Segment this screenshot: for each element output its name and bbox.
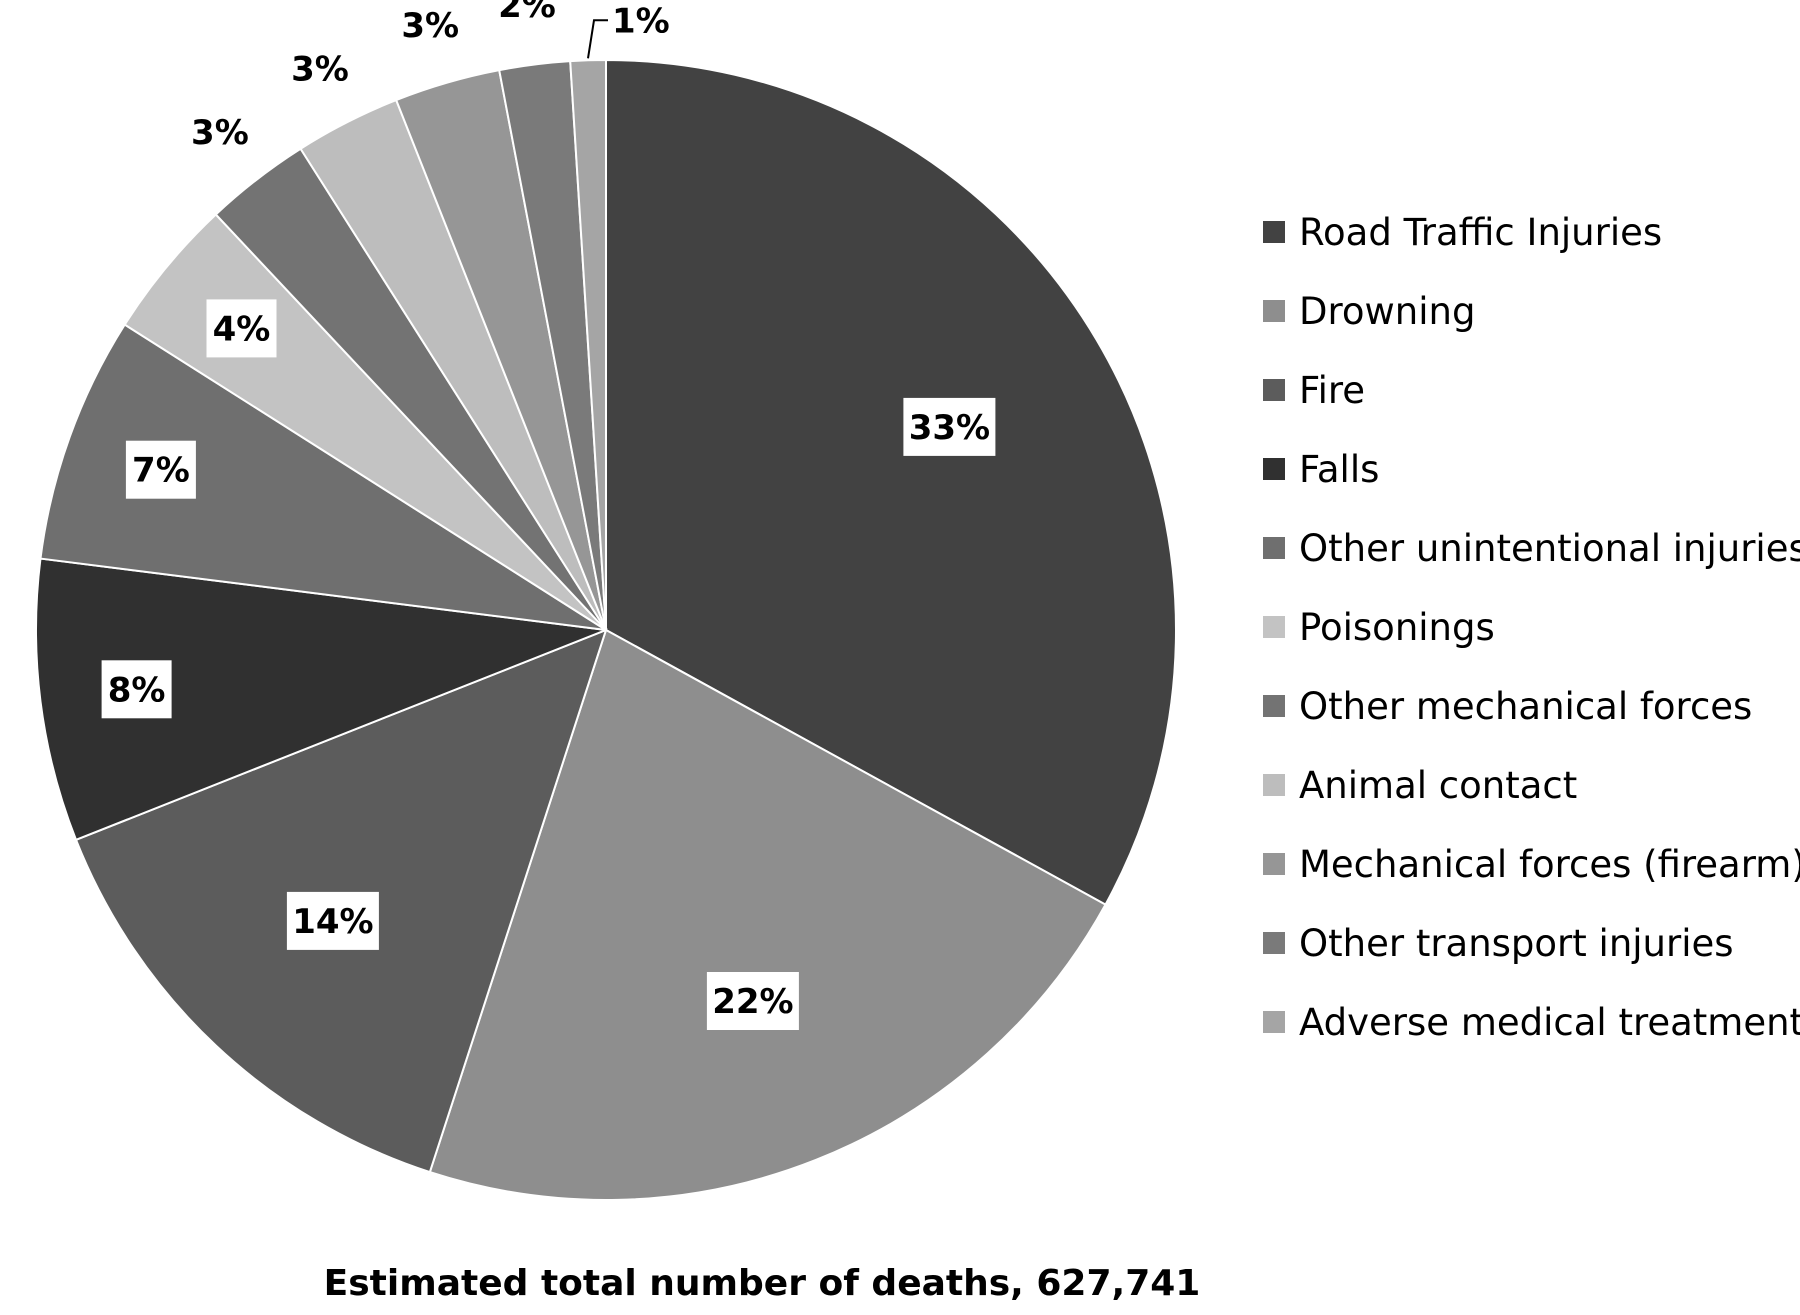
data-label-text: 1% (612, 1, 670, 41)
legend-item-poisonings: Poisonings (1263, 606, 1495, 649)
data-label-text: 8% (108, 670, 166, 710)
legend-label: Falls (1299, 448, 1379, 491)
legend-label: Fire (1299, 369, 1365, 412)
legend-item-mechanical-forces-firearm: Mechanical forces (firearm) (1263, 843, 1800, 886)
data-label-text: 3% (291, 50, 349, 90)
data-label-text: 4% (213, 309, 271, 349)
data-label-other-mechanical-forces: 3% (191, 113, 249, 153)
legend-item-other-mechanical-forces: Other mechanical forces (1263, 685, 1752, 728)
data-label-other-transport-injuries: 2% (498, 0, 556, 26)
data-label-other-unintentional-injuries: 7% (125, 440, 196, 499)
legend-swatch (1263, 458, 1285, 480)
data-label-text: 22% (712, 982, 793, 1022)
legend-swatch (1263, 379, 1285, 401)
data-label-text: 33% (909, 408, 990, 448)
legend-label: Other transport injuries (1299, 922, 1734, 965)
data-label-fire: 14% (286, 891, 379, 950)
pie-slice-adverse-medical-treatment (569, 58, 607, 631)
data-label-animal-contact: 3% (291, 50, 349, 90)
legend-swatch (1263, 616, 1285, 638)
data-labels-layer: 33% 22% 14% 8% 7% 4% 3% 3% 3% 2% 1% (101, 0, 996, 1030)
legend-label: Drowning (1299, 290, 1475, 333)
data-label-road-traffic-injuries: 33% (903, 397, 996, 456)
chart-caption: Estimated total number of deaths, 627,74… (324, 1263, 1201, 1304)
legend-item-fire: Fire (1263, 369, 1365, 412)
legend-item-adverse-medical-treatment: Adverse medical treatment (1263, 1001, 1800, 1044)
legend-label: Other unintentional injuries (1299, 527, 1800, 570)
slices-layer (35, 58, 1177, 1201)
data-label-box (101, 660, 172, 719)
data-label-drowning: 22% (706, 972, 799, 1030)
data-label-text: 3% (191, 113, 249, 153)
legend-item-falls: Falls (1263, 448, 1379, 491)
pie-slice-drowning (428, 628, 1107, 1201)
legend-item-road-traffic-injuries: Road Traffic Injuries (1263, 211, 1662, 254)
legend-swatch (1263, 300, 1285, 322)
leader-line (587, 19, 608, 59)
legend-label: Road Traffic Injuries (1299, 211, 1662, 254)
legend-item-drowning: Drowning (1263, 290, 1475, 333)
legend-swatch (1263, 1011, 1285, 1033)
data-label-box (206, 299, 277, 358)
pie-slice-falls (35, 557, 607, 842)
legend-swatch (1263, 932, 1285, 954)
legend-item-other-transport-injuries: Other transport injuries (1263, 922, 1734, 965)
legend: Road Traffic Injuries Drowning Fire Falls Ot… (1263, 211, 1800, 1044)
data-label-box (903, 397, 996, 456)
legend-item-animal-contact: Animal contact (1263, 764, 1577, 807)
data-label-text: 3% (401, 6, 459, 46)
legend-label: Other mechanical forces (1299, 685, 1752, 728)
pie-slice-road-traffic-injuries (605, 58, 1177, 906)
data-label-text: 14% (292, 902, 373, 942)
pie-slice-other-unintentional-injuries (39, 323, 607, 631)
data-label-mechanical-forces-firearm: 3% (401, 6, 459, 46)
data-label-box (125, 440, 196, 499)
data-label-text: 7% (132, 451, 190, 491)
legend-label: Animal contact (1299, 764, 1577, 807)
legend-label: Adverse medical treatment (1299, 1001, 1800, 1044)
data-label-box (286, 891, 379, 950)
legend-swatch (1263, 774, 1285, 796)
data-label-poisonings: 4% (206, 299, 277, 358)
data-label-box (706, 972, 799, 1030)
data-label-text: 2% (498, 0, 556, 26)
legend-swatch (1263, 537, 1285, 559)
legend-label: Mechanical forces (firearm) (1299, 843, 1800, 886)
data-label-adverse-medical-treatment: 1% (587, 1, 670, 59)
legend-label: Poisonings (1299, 606, 1495, 649)
legend-swatch (1263, 221, 1285, 243)
legend-item-other-unintentional-injuries: Other unintentional injuries (1263, 527, 1800, 570)
legend-swatch (1263, 695, 1285, 717)
legend-swatch (1263, 853, 1285, 875)
data-label-falls: 8% (101, 660, 172, 719)
